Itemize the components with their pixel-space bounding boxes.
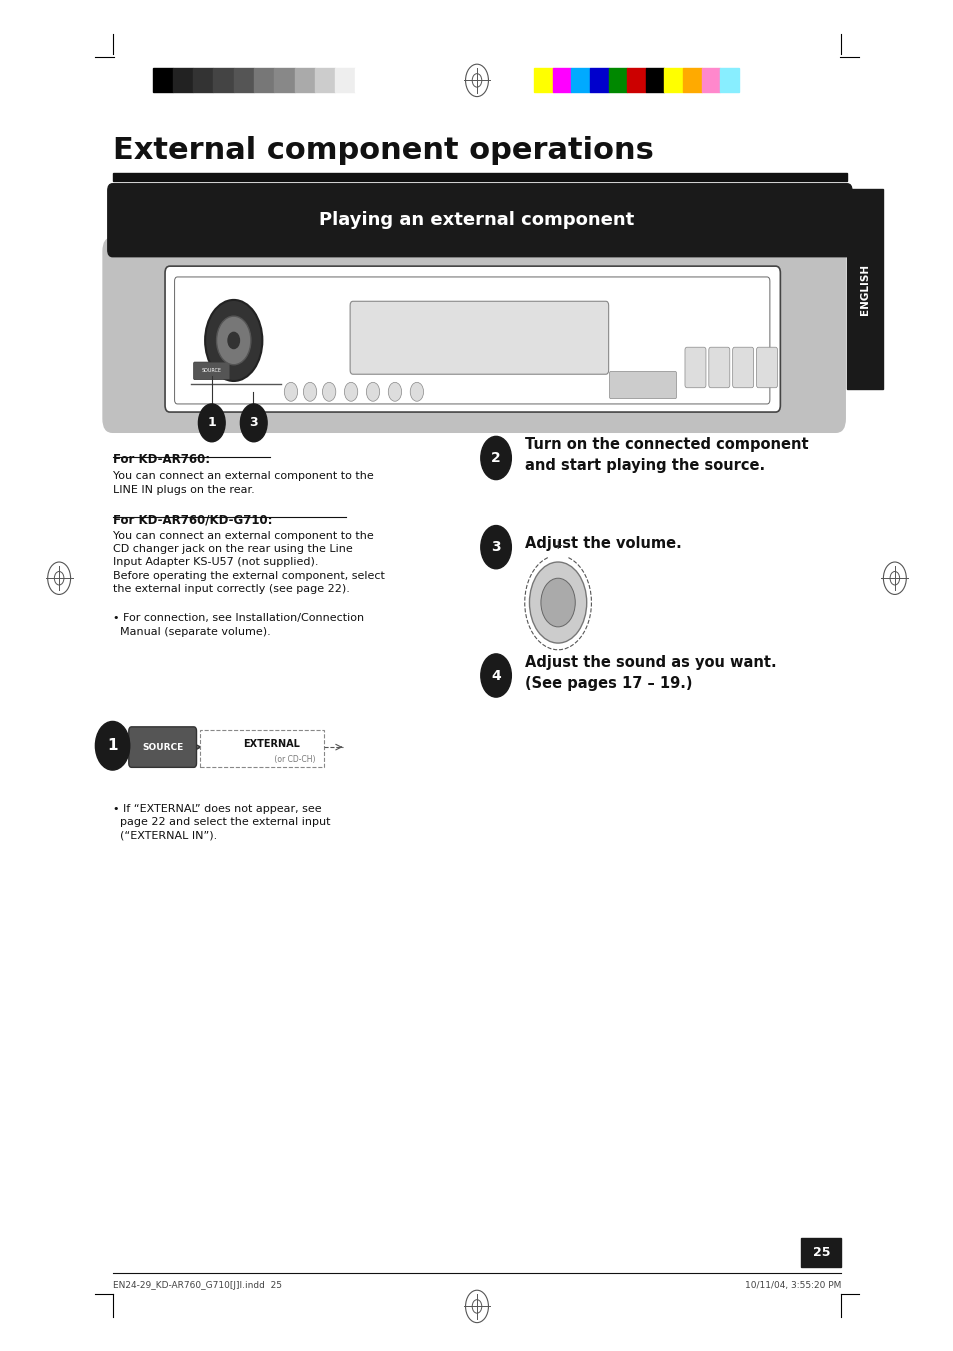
FancyBboxPatch shape (193, 362, 230, 380)
FancyBboxPatch shape (165, 266, 780, 412)
Bar (553, 68, 571, 92)
Text: 2: 2 (491, 451, 500, 465)
Text: For KD-AR760/KD-G710:: For KD-AR760/KD-G710: (112, 513, 272, 527)
Bar (534, 68, 553, 92)
FancyBboxPatch shape (174, 277, 769, 404)
Bar (233, 68, 253, 92)
Bar (253, 68, 274, 92)
Circle shape (388, 382, 401, 401)
Circle shape (240, 404, 267, 442)
Bar (627, 68, 645, 92)
Bar (213, 68, 233, 92)
Text: JVC: JVC (353, 304, 372, 315)
Text: 4: 4 (491, 669, 500, 682)
Text: 1: 1 (207, 416, 216, 430)
Circle shape (366, 382, 379, 401)
Text: EN24-29_KD-AR760_G710[J]I.indd  25: EN24-29_KD-AR760_G710[J]I.indd 25 (112, 1281, 281, 1290)
Text: SOURCE: SOURCE (202, 367, 221, 373)
Text: SOURCE: SOURCE (142, 743, 184, 751)
Circle shape (529, 562, 586, 643)
Text: +: + (552, 539, 563, 553)
FancyBboxPatch shape (684, 347, 705, 388)
Text: 10/11/04, 3:55:20 PM: 10/11/04, 3:55:20 PM (744, 1281, 841, 1290)
Circle shape (95, 721, 130, 770)
Bar (294, 68, 314, 92)
Text: Turn on the connected component
and start playing the source.: Turn on the connected component and star… (524, 436, 807, 473)
FancyBboxPatch shape (200, 730, 324, 767)
FancyBboxPatch shape (103, 238, 844, 432)
Text: You can connect an external component to the
LINE IN plugs on the rear.: You can connect an external component to… (112, 471, 373, 494)
FancyBboxPatch shape (801, 1238, 841, 1267)
Text: (or CD-CH): (or CD-CH) (272, 755, 315, 763)
Circle shape (480, 526, 511, 569)
Bar (355, 68, 375, 92)
FancyBboxPatch shape (129, 727, 196, 767)
Text: 1: 1 (107, 738, 118, 754)
Text: 3: 3 (249, 416, 258, 430)
Bar (112, 173, 846, 181)
Bar (335, 68, 355, 92)
Bar (682, 68, 700, 92)
Bar (720, 68, 738, 92)
Bar (663, 68, 682, 92)
FancyBboxPatch shape (350, 301, 608, 374)
Circle shape (540, 578, 575, 627)
Text: External component operations: External component operations (112, 136, 653, 165)
Text: 25: 25 (812, 1246, 829, 1259)
Bar (608, 68, 627, 92)
Bar (645, 68, 663, 92)
Circle shape (344, 382, 357, 401)
Circle shape (205, 300, 262, 381)
Text: You can connect an external component to the
CD changer jack on the rear using t: You can connect an external component to… (112, 531, 384, 593)
Bar (274, 68, 294, 92)
Circle shape (284, 382, 297, 401)
Bar (589, 68, 608, 92)
Bar (314, 68, 335, 92)
Text: For KD-AR760:: For KD-AR760: (112, 453, 210, 466)
Circle shape (216, 316, 251, 365)
Text: Adjust the volume.: Adjust the volume. (524, 535, 680, 551)
Text: 3: 3 (491, 540, 500, 554)
Circle shape (228, 332, 239, 349)
Circle shape (198, 404, 225, 442)
Bar (700, 68, 720, 92)
Text: Adjust the sound as you want.
(See pages 17 – 19.): Adjust the sound as you want. (See pages… (524, 655, 776, 692)
Text: Playing an external component: Playing an external component (319, 211, 634, 228)
FancyBboxPatch shape (609, 372, 676, 399)
Text: ENGLISH: ENGLISH (860, 263, 869, 315)
Bar (571, 68, 589, 92)
FancyBboxPatch shape (108, 184, 851, 257)
FancyBboxPatch shape (708, 347, 729, 388)
Circle shape (480, 654, 511, 697)
Text: • For connection, see Installation/Connection
  Manual (separate volume).: • For connection, see Installation/Conne… (112, 613, 363, 636)
Circle shape (322, 382, 335, 401)
Circle shape (480, 436, 511, 480)
Circle shape (410, 382, 423, 401)
Text: EXTERNAL: EXTERNAL (243, 739, 300, 750)
FancyBboxPatch shape (846, 189, 882, 389)
Bar (193, 68, 213, 92)
Text: • If “EXTERNAL” does not appear, see
  page 22 and select the external input
  (: • If “EXTERNAL” does not appear, see pag… (112, 804, 330, 840)
FancyBboxPatch shape (756, 347, 777, 388)
FancyBboxPatch shape (732, 347, 753, 388)
Bar (152, 68, 172, 92)
Bar (172, 68, 193, 92)
Circle shape (303, 382, 316, 401)
